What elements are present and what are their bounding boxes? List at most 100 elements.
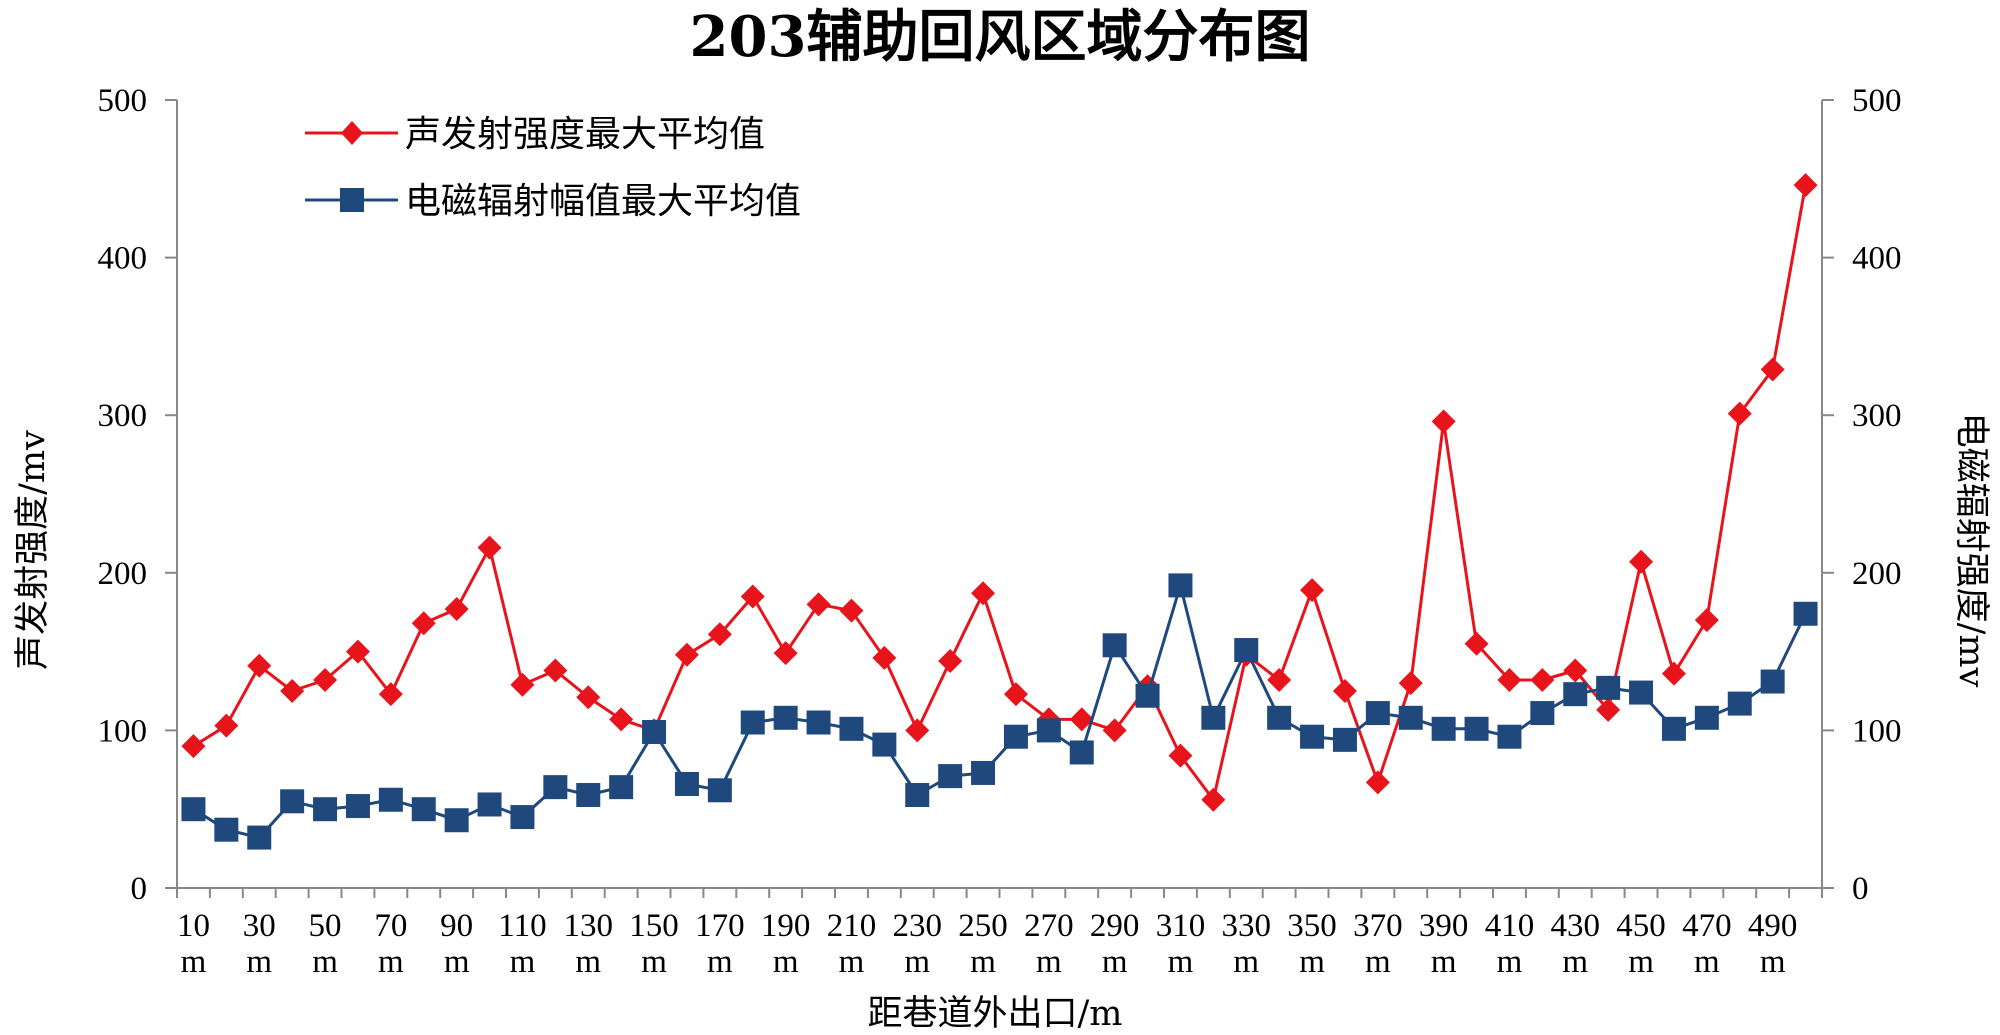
data-point-square: [1661, 716, 1686, 741]
x-tick-unit: m: [444, 944, 470, 980]
x-tick-unit: m: [839, 944, 865, 980]
data-point-square: [872, 732, 897, 757]
x-tick-unit: m: [1760, 944, 1786, 980]
x-tick-unit: m: [312, 944, 338, 980]
x-tick-label: 110: [498, 908, 546, 944]
x-tick-label: 250: [958, 908, 1008, 944]
x-tick-unit: m: [378, 944, 404, 980]
x-tick-unit: m: [510, 944, 536, 980]
x-tick-unit: m: [1036, 944, 1062, 980]
data-point-diamond: [1596, 697, 1621, 722]
x-tick-label: 350: [1287, 908, 1337, 944]
x-tick-unit: m: [181, 944, 207, 980]
x-tick-label: 70: [374, 908, 407, 944]
legend-item-acoustic: 声发射强度最大平均值: [305, 114, 765, 155]
data-point-diamond: [1760, 357, 1785, 382]
data-point-square: [740, 710, 765, 735]
data-point-square: [378, 787, 403, 812]
data-point-square: [971, 760, 996, 785]
x-tick-label: 230: [893, 908, 943, 944]
data-point-diamond: [1530, 667, 1555, 692]
x-tick-unit: m: [773, 944, 799, 980]
data-point-square: [477, 792, 502, 817]
legend-label-acoustic: 声发射强度最大平均值: [405, 114, 765, 155]
data-point-diamond: [477, 535, 502, 560]
data-point-diamond: [543, 658, 568, 683]
data-point-diamond: [1431, 409, 1456, 434]
data-point-square: [806, 710, 831, 735]
data-point-diamond: [1629, 549, 1654, 574]
data-point-diamond: [576, 685, 601, 710]
data-point-diamond: [1365, 770, 1390, 795]
data-point-square: [411, 797, 436, 822]
data-point-diamond: [806, 592, 831, 617]
data-point-square: [313, 797, 338, 822]
x-tick-unit: m: [1431, 944, 1457, 980]
x-tick-label: 430: [1551, 908, 1601, 944]
y-right-tick-label: 0: [1852, 871, 1869, 907]
data-point-square: [1727, 691, 1752, 716]
data-point-square: [1497, 724, 1522, 749]
data-point-square: [1431, 716, 1456, 741]
data-point-diamond: [839, 598, 864, 623]
x-tick-unit: m: [1562, 944, 1588, 980]
x-tick-label: 90: [440, 908, 473, 944]
data-point-diamond: [938, 649, 963, 674]
data-point-square: [1102, 633, 1127, 658]
x-tick-label: 130: [564, 908, 614, 944]
x-tick-unit: m: [246, 944, 272, 980]
data-point-diamond: [510, 672, 535, 697]
x-tick-label: 50: [309, 908, 342, 944]
data-point-square: [1234, 638, 1259, 663]
y-left-tick-label: 200: [98, 556, 148, 592]
x-tick-label: 270: [1024, 908, 1074, 944]
data-point-diamond: [1497, 667, 1522, 692]
data-point-square: [707, 778, 732, 803]
data-point-diamond: [674, 642, 699, 667]
data-point-square: [609, 775, 634, 800]
y-left-tick-label: 300: [98, 398, 148, 434]
data-point-diamond: [1793, 173, 1818, 198]
x-tick-label: 390: [1419, 908, 1469, 944]
data-point-diamond: [378, 682, 403, 707]
x-tick-unit: m: [1628, 944, 1654, 980]
x-axis-title: 距巷道外出口/m: [868, 994, 1123, 1034]
data-point-diamond: [1332, 679, 1357, 703]
x-tick-unit: m: [1694, 944, 1720, 980]
data-point-square: [444, 808, 469, 833]
x-tick-label: 170: [695, 908, 745, 944]
data-point-square: [1464, 716, 1489, 741]
data-point-diamond: [971, 581, 996, 606]
series-layer: [181, 173, 1818, 850]
data-point-square: [510, 805, 535, 830]
x-tick-label: 290: [1090, 908, 1140, 944]
data-point-square: [1596, 675, 1621, 700]
chart-title: 203辅助回风区域分布图: [690, 4, 1311, 70]
data-point-diamond: [1069, 707, 1094, 732]
y-right-tick-label: 300: [1852, 398, 1902, 434]
legend-label-em: 电磁辐射幅值最大平均值: [405, 181, 801, 222]
data-point-square: [839, 716, 864, 741]
data-point-diamond: [609, 707, 634, 732]
data-point-diamond: [345, 639, 370, 664]
data-point-diamond: [214, 713, 239, 738]
x-tick-unit: m: [575, 944, 601, 980]
data-point-square: [905, 783, 930, 808]
data-point-diamond: [1168, 743, 1193, 768]
x-tick-unit: m: [1299, 944, 1325, 980]
data-point-diamond: [280, 679, 305, 703]
data-point-square: [345, 794, 370, 819]
data-point-diamond: [1398, 671, 1423, 696]
data-point-diamond: [1003, 682, 1028, 707]
data-point-square: [1694, 705, 1719, 730]
y-right-tick-label: 200: [1852, 556, 1902, 592]
data-point-square: [773, 705, 798, 730]
data-point-diamond: [411, 611, 436, 636]
data-point-diamond: [1300, 578, 1325, 603]
x-tick-label: 370: [1353, 908, 1403, 944]
x-tick-unit: m: [1365, 944, 1391, 980]
data-point-diamond: [905, 718, 930, 743]
data-point-diamond: [1464, 631, 1489, 656]
legend-item-em: 电磁辐射幅值最大平均值: [305, 181, 801, 222]
